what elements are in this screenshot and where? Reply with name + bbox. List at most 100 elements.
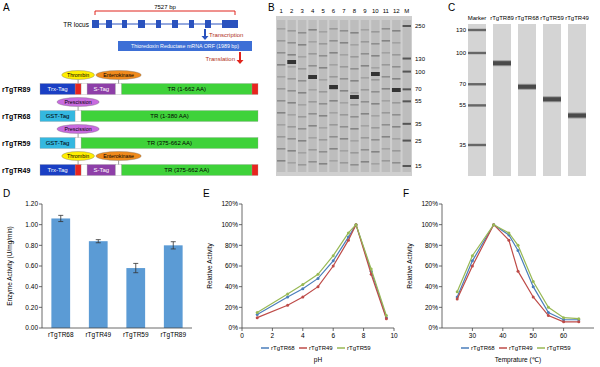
construct-part <box>40 111 75 122</box>
gel-band <box>277 64 285 66</box>
legend-label: rTgTR59 <box>547 345 571 351</box>
gel-lane <box>329 20 337 172</box>
lane-label: rTgTR68 <box>515 15 539 21</box>
point <box>355 223 358 226</box>
lane-label: 3 <box>300 8 304 14</box>
gel-band <box>392 162 400 164</box>
gel-band <box>288 138 296 140</box>
gel-band <box>329 112 337 114</box>
gel-band <box>371 127 379 129</box>
part-label: GST-Tag <box>46 140 70 146</box>
gel-band <box>329 64 337 66</box>
x-tick-label: rTgTR59 <box>123 331 149 339</box>
chart: 0%20%40%60%80%100%120%Relative Activity0… <box>206 200 398 364</box>
gel-band <box>288 126 296 128</box>
gel-band <box>361 53 369 55</box>
y-tick-label: 120% <box>221 200 238 207</box>
marker-band <box>403 71 411 73</box>
lane-label: 4 <box>311 8 315 14</box>
x-axis <box>42 328 192 329</box>
gel-band <box>319 67 327 69</box>
x-tick <box>563 328 564 331</box>
gel-band <box>361 65 369 67</box>
gel-band <box>277 28 285 30</box>
gel-band <box>392 102 400 104</box>
marker-band <box>468 144 486 146</box>
gel-band <box>277 52 285 54</box>
bar <box>89 241 108 328</box>
construct-part <box>122 84 252 95</box>
marker-label: 15 <box>415 163 422 169</box>
marker-label: 35 <box>459 142 466 148</box>
gel-band <box>288 162 296 164</box>
x-axis-label: pH <box>314 356 323 364</box>
point <box>286 292 289 295</box>
marker-label: 130 <box>415 56 426 62</box>
exon <box>122 20 127 28</box>
gel-band <box>392 150 400 152</box>
error-line <box>60 215 61 221</box>
y-tick-label: 0% <box>229 324 239 331</box>
band-halo <box>543 96 561 102</box>
point <box>517 249 520 252</box>
marker-label: 70 <box>459 81 466 87</box>
translation-label: Translation <box>206 56 235 62</box>
gel-strip <box>543 24 561 176</box>
y-tick <box>39 328 42 329</box>
site-label: Enterokinase <box>103 72 134 78</box>
point <box>456 290 459 293</box>
gel-band <box>350 68 358 70</box>
gel-band <box>329 160 337 162</box>
gel-band <box>298 116 306 118</box>
gel-band <box>340 138 348 140</box>
gel-band <box>298 128 306 130</box>
gel-band <box>361 125 369 127</box>
gel-band <box>288 66 296 68</box>
gel-band <box>277 136 285 138</box>
gel-band <box>288 54 296 56</box>
mrna-label: Thioredoxin Reductase mRNA ORF (1989 bp) <box>131 43 239 49</box>
point <box>507 231 510 234</box>
marker-band <box>403 123 411 125</box>
gel-band <box>361 101 369 103</box>
gel-band <box>308 89 316 91</box>
y-tick <box>239 328 242 329</box>
y-tick <box>439 328 442 329</box>
legend-label: rTgTR59 <box>347 345 371 351</box>
chart: 0%20%40%60%80%100%120%Relative Activity3… <box>406 200 594 364</box>
point <box>507 239 510 242</box>
gel-lane <box>403 20 411 172</box>
cleavage-site <box>57 98 99 107</box>
construct-name: rTgTR49 <box>2 167 31 175</box>
gel-band <box>298 80 306 82</box>
gel-band <box>350 44 358 46</box>
error-cap <box>133 263 138 264</box>
marker-label: 55 <box>415 98 422 104</box>
point <box>317 277 320 280</box>
error-cap <box>171 241 176 242</box>
gel-band <box>350 128 358 130</box>
gel-lane <box>277 20 285 172</box>
locus-bracket <box>95 11 235 15</box>
gel-band <box>361 113 369 115</box>
gel-lane <box>288 20 296 172</box>
point <box>562 320 565 323</box>
point <box>256 316 259 319</box>
x-tick-label: 6 <box>331 332 335 339</box>
y-tick <box>439 224 442 225</box>
series-line <box>457 225 579 320</box>
series-line <box>257 225 386 319</box>
point <box>517 270 520 273</box>
point <box>355 223 358 226</box>
gel-band <box>350 116 358 118</box>
marker-band <box>468 29 486 31</box>
gel-band <box>382 64 390 66</box>
gel-band <box>277 148 285 150</box>
legend-key <box>337 347 345 349</box>
gel-band <box>371 139 379 141</box>
construct-name: rTgTR59 <box>2 140 31 148</box>
part-label: TR (1-662 AA) <box>168 86 206 92</box>
error-cap <box>58 215 63 216</box>
gel-band <box>382 160 390 162</box>
gel-band <box>371 103 379 105</box>
